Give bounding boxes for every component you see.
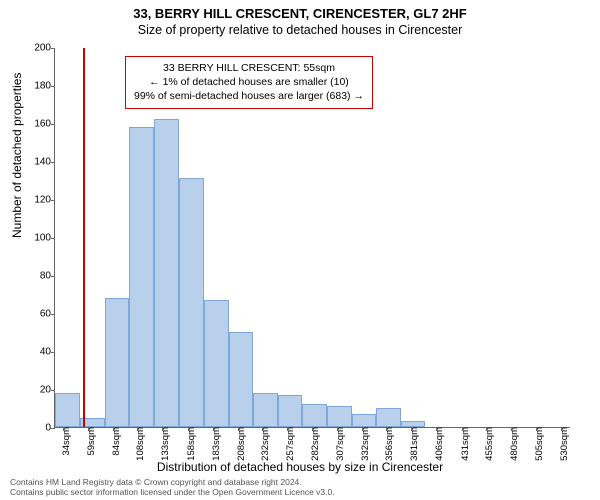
x-tick-label: 505sqm xyxy=(530,427,545,461)
x-tick-label: 84sqm xyxy=(107,427,122,456)
annotation-box: 33 BERRY HILL CRESCENT: 55sqm← 1% of det… xyxy=(125,56,373,109)
histogram-bar xyxy=(327,406,352,427)
annotation-line-2: ← 1% of detached houses are smaller (10) xyxy=(134,75,364,89)
x-tick-label: 307sqm xyxy=(331,427,346,461)
y-tick-mark xyxy=(51,86,55,87)
histogram-bar xyxy=(179,178,203,427)
x-tick-label: 34sqm xyxy=(57,427,72,456)
y-tick-mark xyxy=(51,314,55,315)
address-line: 33, BERRY HILL CRESCENT, CIRENCESTER, GL… xyxy=(0,6,600,21)
x-tick-label: 356sqm xyxy=(380,427,395,461)
histogram-bar xyxy=(229,332,253,427)
histogram-bar xyxy=(302,404,327,427)
histogram-bar xyxy=(376,408,401,427)
chart-area: 02040608010012014016018020034sqm59sqm84s… xyxy=(54,48,570,428)
y-tick-mark xyxy=(51,238,55,239)
x-tick-label: 530sqm xyxy=(555,427,570,461)
y-tick-mark xyxy=(51,352,55,353)
y-tick-mark xyxy=(51,200,55,201)
histogram-bar xyxy=(204,300,229,427)
footer-line-1: Contains HM Land Registry data © Crown c… xyxy=(10,477,335,487)
x-tick-label: 431sqm xyxy=(456,427,471,461)
reference-vline xyxy=(83,48,85,427)
x-tick-label: 183sqm xyxy=(207,427,222,461)
x-axis-label: Distribution of detached houses by size … xyxy=(0,460,600,474)
y-tick-mark xyxy=(51,48,55,49)
x-tick-label: 232sqm xyxy=(256,427,271,461)
plot-area: 02040608010012014016018020034sqm59sqm84s… xyxy=(54,48,570,428)
y-tick-mark xyxy=(51,124,55,125)
x-tick-label: 381sqm xyxy=(405,427,420,461)
x-tick-label: 480sqm xyxy=(505,427,520,461)
x-tick-label: 59sqm xyxy=(82,427,97,456)
x-tick-label: 257sqm xyxy=(281,427,296,461)
x-tick-label: 406sqm xyxy=(430,427,445,461)
annotation-line-3: 99% of semi-detached houses are larger (… xyxy=(134,89,364,103)
y-tick-mark xyxy=(51,428,55,429)
x-tick-label: 208sqm xyxy=(232,427,247,461)
subtitle-line: Size of property relative to detached ho… xyxy=(0,23,600,37)
title-block: 33, BERRY HILL CRESCENT, CIRENCESTER, GL… xyxy=(0,0,600,37)
y-tick-mark xyxy=(51,390,55,391)
histogram-bar xyxy=(154,119,179,427)
x-tick-label: 455sqm xyxy=(480,427,495,461)
histogram-bar xyxy=(352,414,376,427)
y-tick-mark xyxy=(51,276,55,277)
x-tick-label: 108sqm xyxy=(131,427,146,461)
histogram-bar xyxy=(55,393,80,427)
histogram-bar xyxy=(253,393,278,427)
x-tick-label: 133sqm xyxy=(156,427,171,461)
histogram-bar xyxy=(129,127,154,427)
annotation-line-1: 33 BERRY HILL CRESCENT: 55sqm xyxy=(134,61,364,75)
footer-line-2: Contains public sector information licen… xyxy=(10,487,335,497)
histogram-bar xyxy=(105,298,129,427)
y-tick-mark xyxy=(51,162,55,163)
y-axis-label: Number of detached properties xyxy=(10,73,24,238)
attribution-footer: Contains HM Land Registry data © Crown c… xyxy=(10,477,335,497)
x-tick-label: 332sqm xyxy=(356,427,371,461)
x-tick-label: 282sqm xyxy=(306,427,321,461)
x-tick-label: 158sqm xyxy=(182,427,197,461)
histogram-bar xyxy=(278,395,302,427)
